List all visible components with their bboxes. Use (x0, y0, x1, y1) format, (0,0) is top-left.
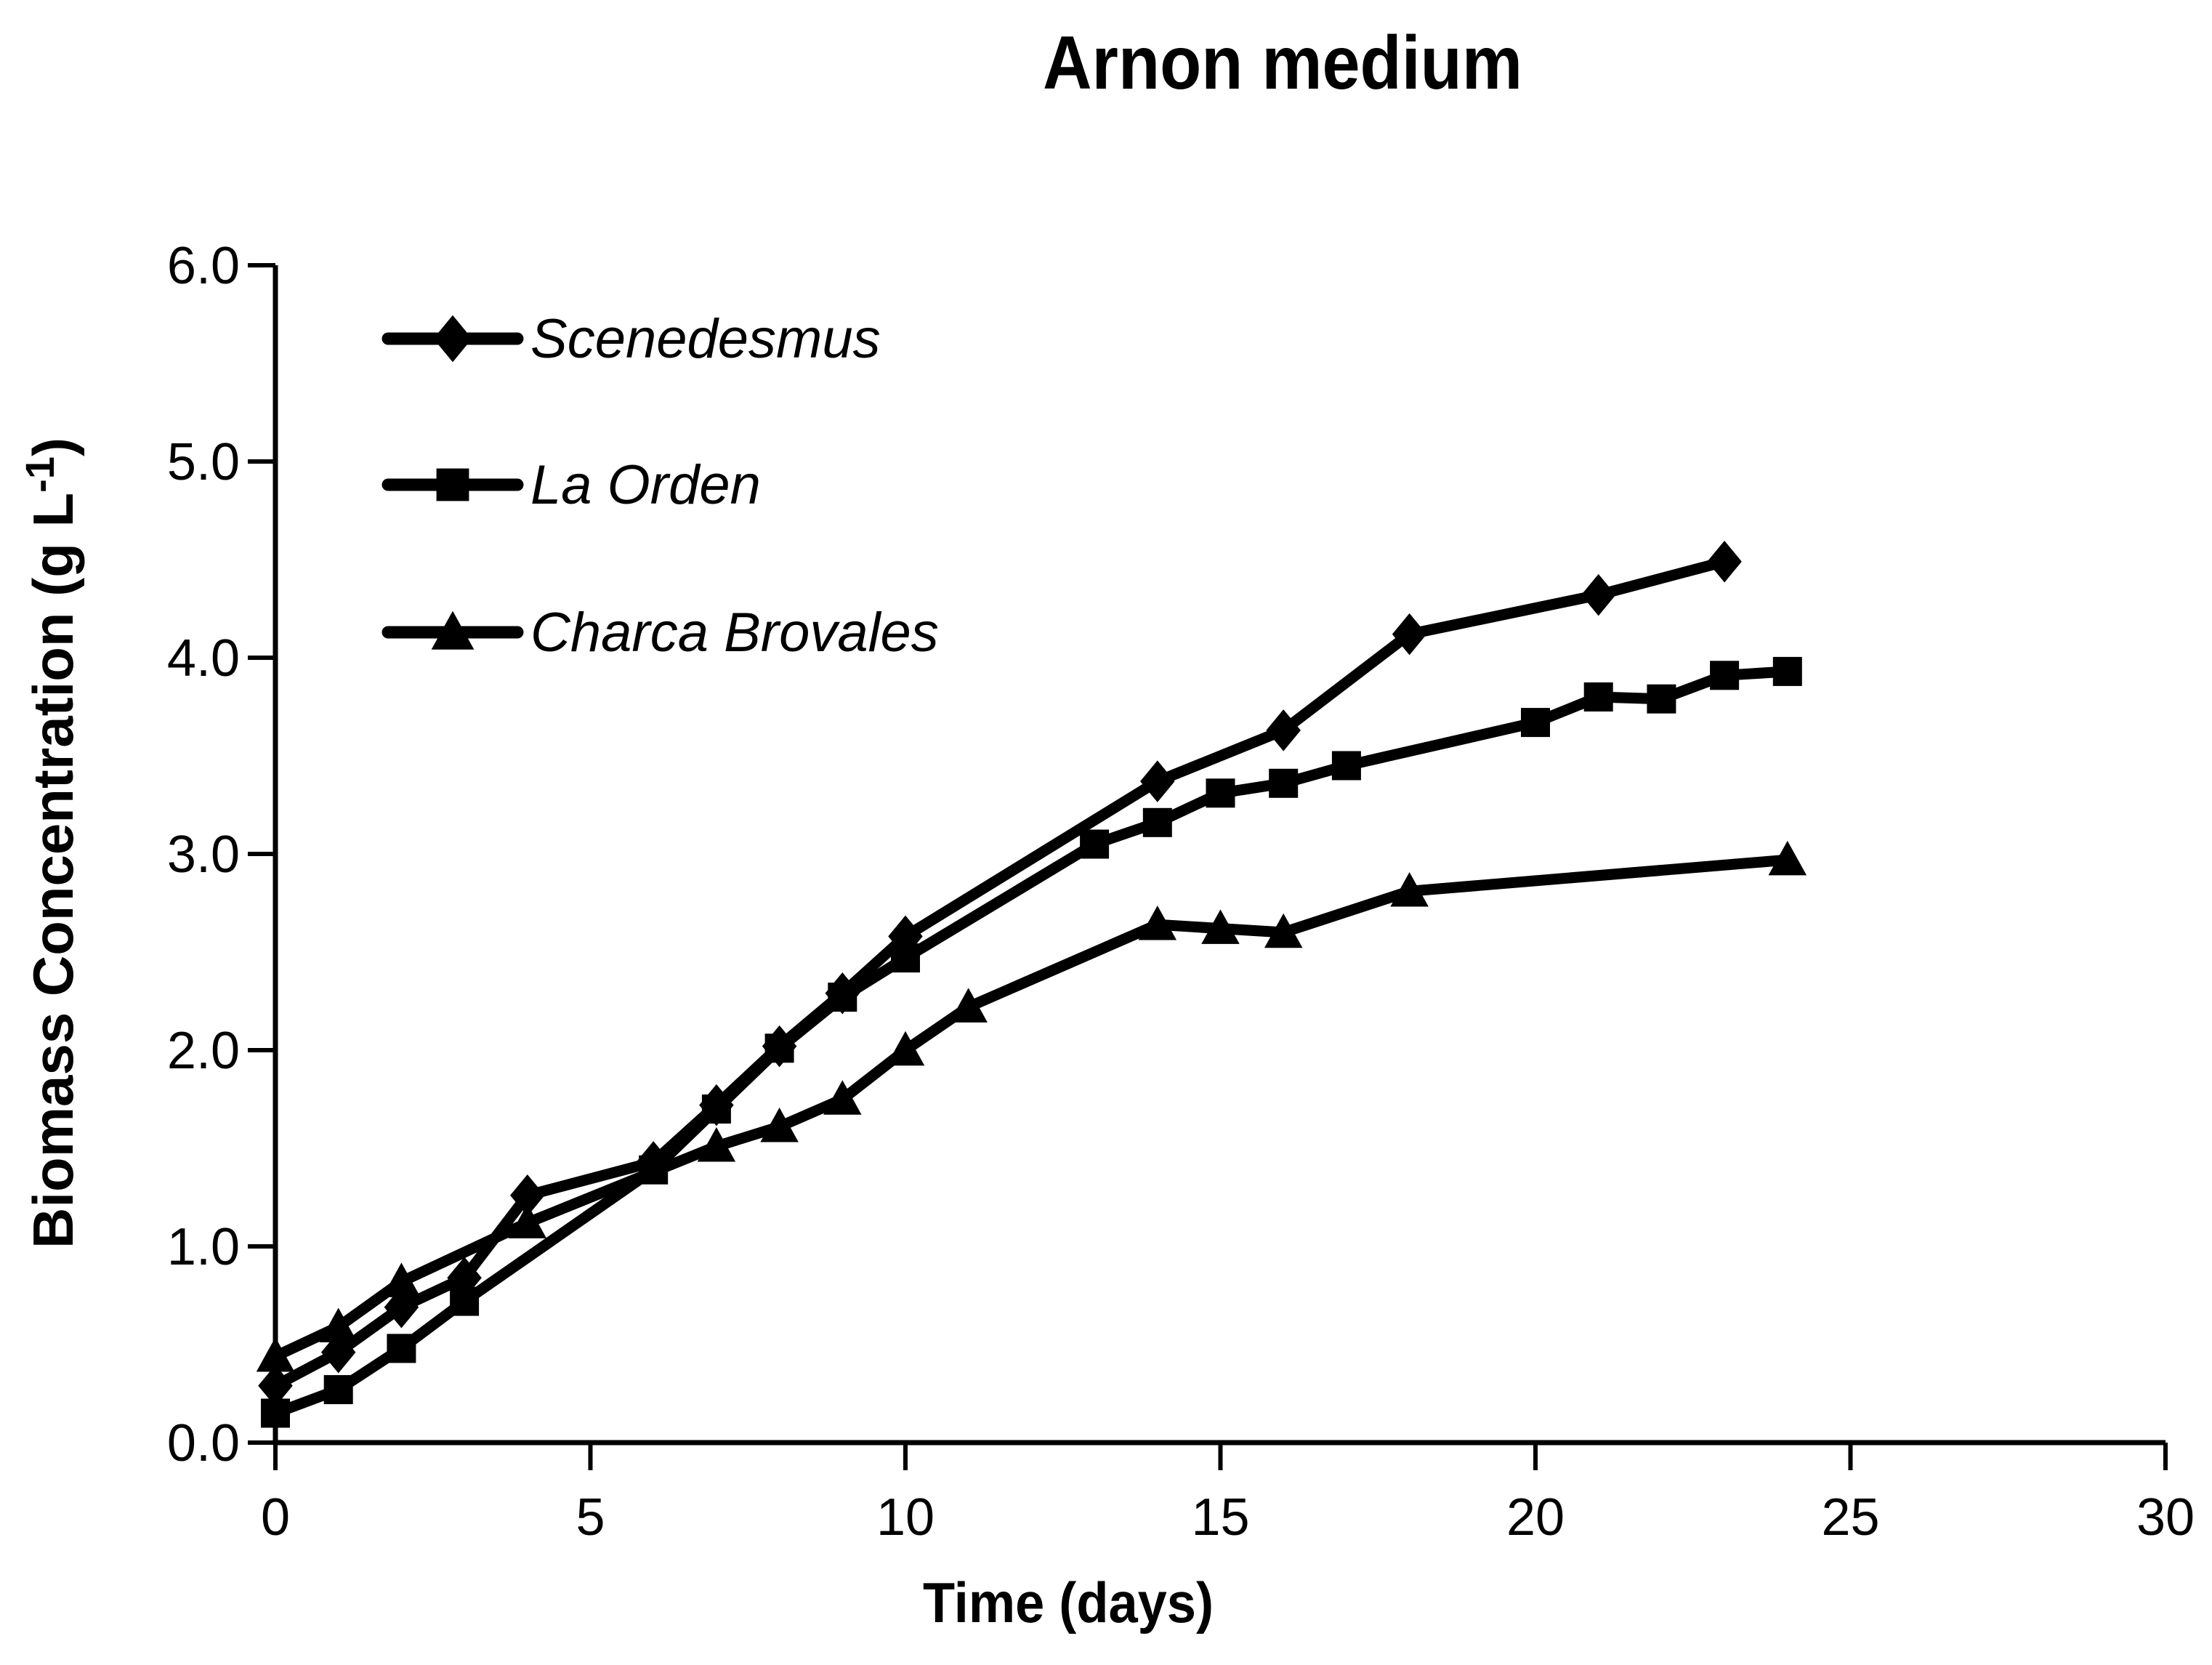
data-point-marker (1206, 778, 1235, 808)
data-point-marker (323, 1375, 353, 1405)
data-point-marker (697, 1127, 736, 1162)
x-axis-title: Time (days) (923, 1571, 1214, 1634)
data-point-marker (510, 1174, 545, 1217)
data-point-marker (1707, 540, 1742, 583)
y-tick-label: 3.0 (167, 826, 240, 884)
y-tick-label: 6.0 (167, 237, 240, 295)
y-tick-label: 4.0 (167, 629, 240, 688)
data-point-marker (764, 1033, 794, 1063)
x-tick-label: 5 (576, 1488, 605, 1547)
legend-item-charca-brovales: Charca Brovales (382, 602, 939, 664)
data-point-marker (1772, 656, 1802, 686)
data-point-marker (1269, 768, 1299, 798)
data-point-marker (508, 1204, 547, 1238)
data-point-marker (1264, 913, 1303, 948)
plot-layer: 0.0 1.0 2.0 3.0 4.0 5.0 6.0 0 5 10 15 20 25 30 Scenede… (167, 237, 2195, 1547)
x-tick-label: 0 (261, 1488, 290, 1547)
data-point-marker (1710, 661, 1740, 690)
y-tick-label: 0.0 (167, 1414, 240, 1472)
data-point-marker (450, 1286, 480, 1316)
data-point-marker (823, 1080, 862, 1115)
data-point-marker (891, 943, 920, 973)
data-point-marker (886, 1031, 925, 1066)
x-tick-label: 20 (1506, 1488, 1565, 1547)
data-point-marker (701, 1094, 731, 1124)
data-point-marker (1201, 909, 1240, 944)
x-tick-label: 10 (876, 1488, 935, 1547)
data-point-marker (261, 1398, 290, 1428)
data-point-marker (1390, 872, 1429, 907)
legend-marker-square (436, 468, 469, 501)
y-tick-label: 5.0 (167, 433, 240, 491)
data-point-marker (387, 1334, 416, 1363)
data-point-marker (1521, 708, 1550, 738)
y-tick-label: 1.0 (167, 1218, 240, 1276)
data-point-marker (1266, 709, 1301, 751)
data-point-marker (760, 1108, 799, 1142)
y-axis-title: Biomass Concentration (g L-1) (17, 438, 85, 1249)
legend-item-la-orden: La Orden (382, 454, 761, 516)
data-point-marker (1392, 613, 1427, 656)
series-line-la-orden (270, 666, 1793, 1419)
data-point-marker (1142, 807, 1172, 837)
data-point-marker (828, 983, 857, 1012)
chart-title: Arnon medium (1043, 21, 1522, 105)
data-point-marker (258, 1364, 293, 1407)
data-point-marker (382, 1262, 421, 1297)
legend-label: Scenedesmus (530, 308, 881, 370)
x-tick-label: 25 (1821, 1488, 1879, 1547)
data-point-marker (1768, 840, 1807, 876)
legend-item-scenedesmus: Scenedesmus (382, 308, 881, 370)
series-line-scenedesmus (270, 556, 1730, 1392)
legend-label: Charca Brovales (530, 602, 939, 664)
x-tick-label: 30 (2136, 1488, 2195, 1547)
data-point-marker (1581, 573, 1616, 616)
data-point-marker (319, 1307, 358, 1342)
data-point-marker (1080, 829, 1110, 859)
data-point-marker (1647, 684, 1676, 714)
legend-marker-diamond (433, 315, 472, 363)
series-line-charca-brovales (270, 854, 1793, 1362)
legend-marker-triangle (431, 610, 475, 650)
y-tick-label: 2.0 (167, 1022, 240, 1080)
legend-label: La Orden (530, 454, 761, 516)
data-point-marker (949, 988, 988, 1023)
x-tick-label: 15 (1191, 1488, 1249, 1547)
data-point-marker (1583, 682, 1613, 711)
data-point-marker (1138, 905, 1177, 940)
data-point-marker (256, 1337, 295, 1372)
data-point-marker (1331, 751, 1361, 781)
data-point-marker (1140, 760, 1175, 802)
